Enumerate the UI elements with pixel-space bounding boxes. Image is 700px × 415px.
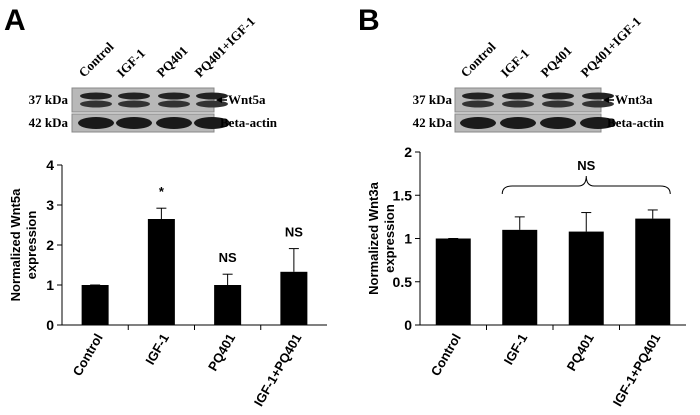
error-bar: [288, 248, 299, 272]
blot-band: [80, 100, 112, 108]
lane-label: PQ401+IGF-1: [192, 14, 258, 80]
blot-band: [158, 92, 190, 100]
blot-band: [80, 92, 112, 100]
blot-band: [582, 100, 614, 108]
marker-label: 42 kDa: [29, 115, 69, 130]
blot-band: [118, 92, 150, 100]
lane-label: IGF-1: [498, 46, 533, 81]
x-tick-label: PQ401: [564, 331, 597, 374]
y-tick-label: 0.5: [393, 274, 413, 290]
blot-band: [462, 100, 494, 108]
lane-label: Control: [76, 39, 117, 80]
panel-letter: B: [358, 4, 380, 37]
blot-band: [196, 92, 228, 100]
bracket: [501, 175, 671, 195]
arrow-head: [216, 97, 222, 103]
blot-band: [194, 117, 230, 129]
lane-label: PQ401+IGF-1: [578, 14, 644, 80]
annotation: NS: [285, 225, 303, 240]
bracket-label: NS: [577, 158, 595, 173]
y-tick-label: 0: [46, 317, 54, 333]
bar: [568, 231, 604, 325]
band-label: Wnt3a: [615, 92, 653, 107]
error-bar: [514, 216, 525, 230]
y-tick-label: 0: [404, 317, 412, 333]
bar: [214, 285, 242, 325]
y-tick-label: 1: [46, 277, 54, 293]
x-tick-label: Control: [428, 331, 464, 379]
band-label: Wnt5a: [228, 92, 266, 107]
blot-strip: [454, 87, 602, 113]
blot-band: [540, 117, 576, 129]
lane-label: Control: [458, 39, 499, 80]
blot-band: [462, 92, 494, 100]
error-bar: [222, 273, 233, 285]
blot-band: [196, 100, 228, 108]
blot-band: [542, 92, 574, 100]
marker-label: 42 kDa: [413, 115, 453, 130]
blot-band: [582, 92, 614, 100]
x-tick-label: IGF-1: [142, 331, 172, 367]
blot-band: [156, 117, 192, 129]
y-axis-label: Normalized Wnt3a: [366, 181, 381, 294]
y-tick-label: 1: [404, 231, 412, 247]
arrow-head: [603, 97, 609, 103]
bar: [147, 219, 175, 325]
marker-label: 37 kDa: [29, 92, 69, 107]
lane-label: IGF-1: [114, 46, 149, 81]
blot-band: [502, 92, 534, 100]
annotation: NS: [219, 250, 237, 265]
blot-band: [500, 117, 536, 129]
blot-band: [580, 117, 616, 129]
blot-band: [118, 100, 150, 108]
bar: [502, 229, 538, 325]
blot-band: [116, 117, 152, 129]
y-axis-label: expression: [382, 204, 397, 273]
lane-label: PQ401: [538, 43, 575, 80]
x-tick-label: IGF-1+PQ401: [610, 331, 664, 409]
error-bar: [156, 207, 167, 219]
band-label: Beta-actin: [607, 115, 665, 130]
bar: [81, 285, 109, 325]
bar: [635, 218, 671, 325]
blot-band: [542, 100, 574, 108]
x-tick-label: IGF-1+PQ401: [251, 331, 305, 409]
blot-band: [502, 100, 534, 108]
y-tick-label: 2: [46, 237, 54, 253]
x-tick-label: IGF-1: [501, 331, 531, 367]
y-tick-label: 2: [404, 144, 412, 160]
blot-band: [158, 100, 190, 108]
x-tick-label: Control: [70, 331, 106, 379]
y-axis-label: expression: [24, 211, 39, 280]
bar: [435, 238, 471, 325]
x-tick-label: PQ401: [205, 331, 238, 374]
error-bar: [647, 209, 658, 219]
y-tick-label: 1.5: [393, 187, 413, 203]
y-tick-label: 4: [46, 157, 54, 173]
lane-label: PQ401: [154, 43, 191, 80]
annotation: *: [159, 184, 165, 199]
bar: [280, 271, 308, 325]
marker-label: 37 kDa: [413, 92, 453, 107]
blot-band: [460, 117, 496, 129]
y-axis-label: Normalized Wnt5a: [8, 188, 23, 301]
panel-letter: A: [4, 4, 26, 37]
error-bar: [581, 212, 592, 232]
band-label: Beta-actin: [220, 115, 278, 130]
y-tick-label: 3: [46, 197, 54, 213]
blot-band: [78, 117, 114, 129]
blot-strip: [71, 87, 215, 113]
